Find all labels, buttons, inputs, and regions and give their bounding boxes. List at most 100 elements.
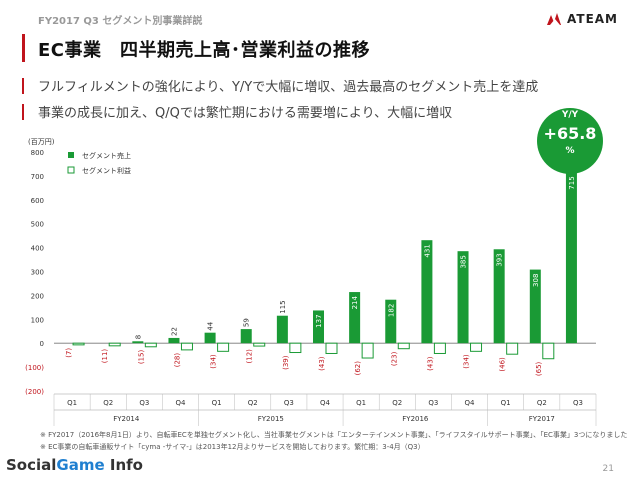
y-tick-label: 600 (31, 197, 44, 205)
sales-data-label: 22 (170, 327, 178, 336)
sales-data-label: 44 (207, 321, 215, 330)
profit-data-label: (65) (535, 361, 543, 376)
profit-bar (325, 342, 338, 354)
profit-bar (72, 342, 85, 346)
sales-data-label: 214 (351, 296, 359, 310)
y-tick-label: 100 (31, 316, 44, 324)
y-axis-unit-label: (百万円) (28, 138, 55, 146)
breadcrumb: FY2017 Q3 セグメント別事業詳説 (38, 16, 203, 27)
footer-watermark-b: Game (56, 456, 105, 474)
sales-bar (457, 251, 469, 344)
y-tick-label: (100) (25, 364, 44, 372)
fiscal-year-label: FY2015 (258, 415, 284, 423)
category-label: Q2 (392, 399, 402, 407)
y-tick-label: 500 (31, 221, 44, 229)
bullet-text: 事業の成長に加え、Q/Qでは繁忙期における需要増により、大幅に増収 (38, 106, 453, 121)
sales-bar (276, 315, 288, 344)
page-title: EC事業 四半期売上高･営業利益の推移 (38, 40, 371, 61)
y-tick-label: 400 (31, 245, 44, 253)
category-label: Q2 (248, 399, 258, 407)
category-label: Q1 (356, 399, 366, 407)
footnote-2: ※ EC事業の自転車通販サイト「cyma -サイマ-」は2013年12月よりサー… (40, 443, 425, 451)
sales-bar (421, 240, 433, 344)
category-label: Q4 (320, 399, 331, 407)
sales-bar (565, 172, 577, 344)
profit-bar (361, 342, 374, 359)
sales-data-label: 8 (134, 335, 142, 339)
legend-swatch-sales (68, 152, 74, 158)
y-tick-label: 200 (31, 292, 44, 300)
page-number: 21 (602, 464, 614, 474)
profit-bar (470, 342, 483, 352)
yoy-value: +65.8 (543, 124, 597, 143)
sales-bar (385, 299, 397, 344)
sales-bar (349, 292, 361, 344)
sales-data-label: 308 (532, 274, 540, 287)
profit-bar (144, 342, 157, 348)
category-label: Q3 (428, 399, 438, 407)
profit-bar (217, 342, 230, 352)
profit-data-label: (39) (282, 355, 290, 370)
yoy-unit: % (565, 146, 575, 156)
sales-bar (529, 269, 541, 344)
yoy-badge: Y/Y +65.8 % (537, 108, 603, 174)
legend-label-sales: セグメント売上 (82, 151, 131, 160)
y-tick-label: (200) (25, 388, 44, 396)
sales-data-label: 715 (568, 176, 576, 189)
profit-bar (542, 342, 555, 360)
sales-data-label: 182 (387, 304, 395, 317)
profit-bar (289, 342, 302, 354)
sales-bar (313, 310, 324, 344)
title-accent-bar (22, 34, 25, 62)
sales-data-label: 393 (496, 253, 504, 266)
footer-watermark-c: Info (104, 456, 143, 474)
category-label: Q1 (501, 399, 511, 407)
profit-data-label: (23) (390, 351, 398, 366)
profit-data-label: (11) (101, 349, 109, 364)
y-tick-label: 800 (31, 149, 44, 157)
sales-bar (132, 341, 144, 344)
legend-swatch-profit (67, 166, 75, 174)
logo-text: ATEAM (567, 12, 618, 26)
sales-bar (493, 249, 505, 344)
sales-bar (168, 337, 180, 344)
profit-data-label: (34) (210, 354, 218, 369)
profit-data-label: (62) (354, 361, 362, 376)
profit-bar (253, 342, 266, 347)
footer-watermark-a: Social (6, 456, 57, 474)
sales-data-label: 385 (460, 255, 468, 268)
profit-data-label: (7) (65, 348, 73, 358)
sales-bar (204, 332, 216, 344)
bullet-bar (22, 103, 24, 120)
fiscal-year-label: FY2017 (529, 415, 555, 423)
profit-data-label: (34) (463, 354, 471, 369)
profit-bar (433, 342, 446, 354)
profit-bar (180, 342, 193, 351)
profit-bar (506, 342, 519, 355)
sales-data-label: 115 (279, 300, 287, 313)
category-label: Q1 (212, 399, 222, 407)
profit-data-label: (15) (137, 350, 145, 365)
y-tick-label: 300 (31, 269, 44, 277)
fiscal-year-label: FY2016 (402, 415, 429, 423)
legend-label-profit: セグメント利益 (82, 166, 131, 175)
sales-data-label: 59 (243, 318, 251, 327)
profit-bar (397, 342, 410, 350)
company-logo: ATEAM (547, 12, 618, 26)
profit-data-label: (12) (246, 349, 254, 364)
footer-watermark: SocialGame Info (6, 456, 143, 474)
profit-data-label: (43) (318, 356, 326, 371)
sales-data-label: 431 (423, 244, 431, 257)
category-label: Q2 (537, 399, 547, 407)
y-tick-label: 0 (40, 340, 44, 348)
y-tick-label: 700 (31, 173, 44, 181)
fiscal-year-label: FY2014 (113, 415, 140, 423)
profit-bar (108, 342, 121, 347)
bullet-text: フルフィルメントの強化により、Y/Yで大幅に増収、過去最高のセグメント売上を達成 (38, 80, 539, 95)
profit-data-label: (46) (499, 357, 507, 372)
bullet-bar (22, 77, 24, 94)
bullet-2: 事業の成長に加え、Q/Qでは繁忙期における需要増により、大幅に増収 (22, 102, 452, 121)
category-label: Q2 (103, 399, 113, 407)
category-label: Q3 (139, 399, 149, 407)
